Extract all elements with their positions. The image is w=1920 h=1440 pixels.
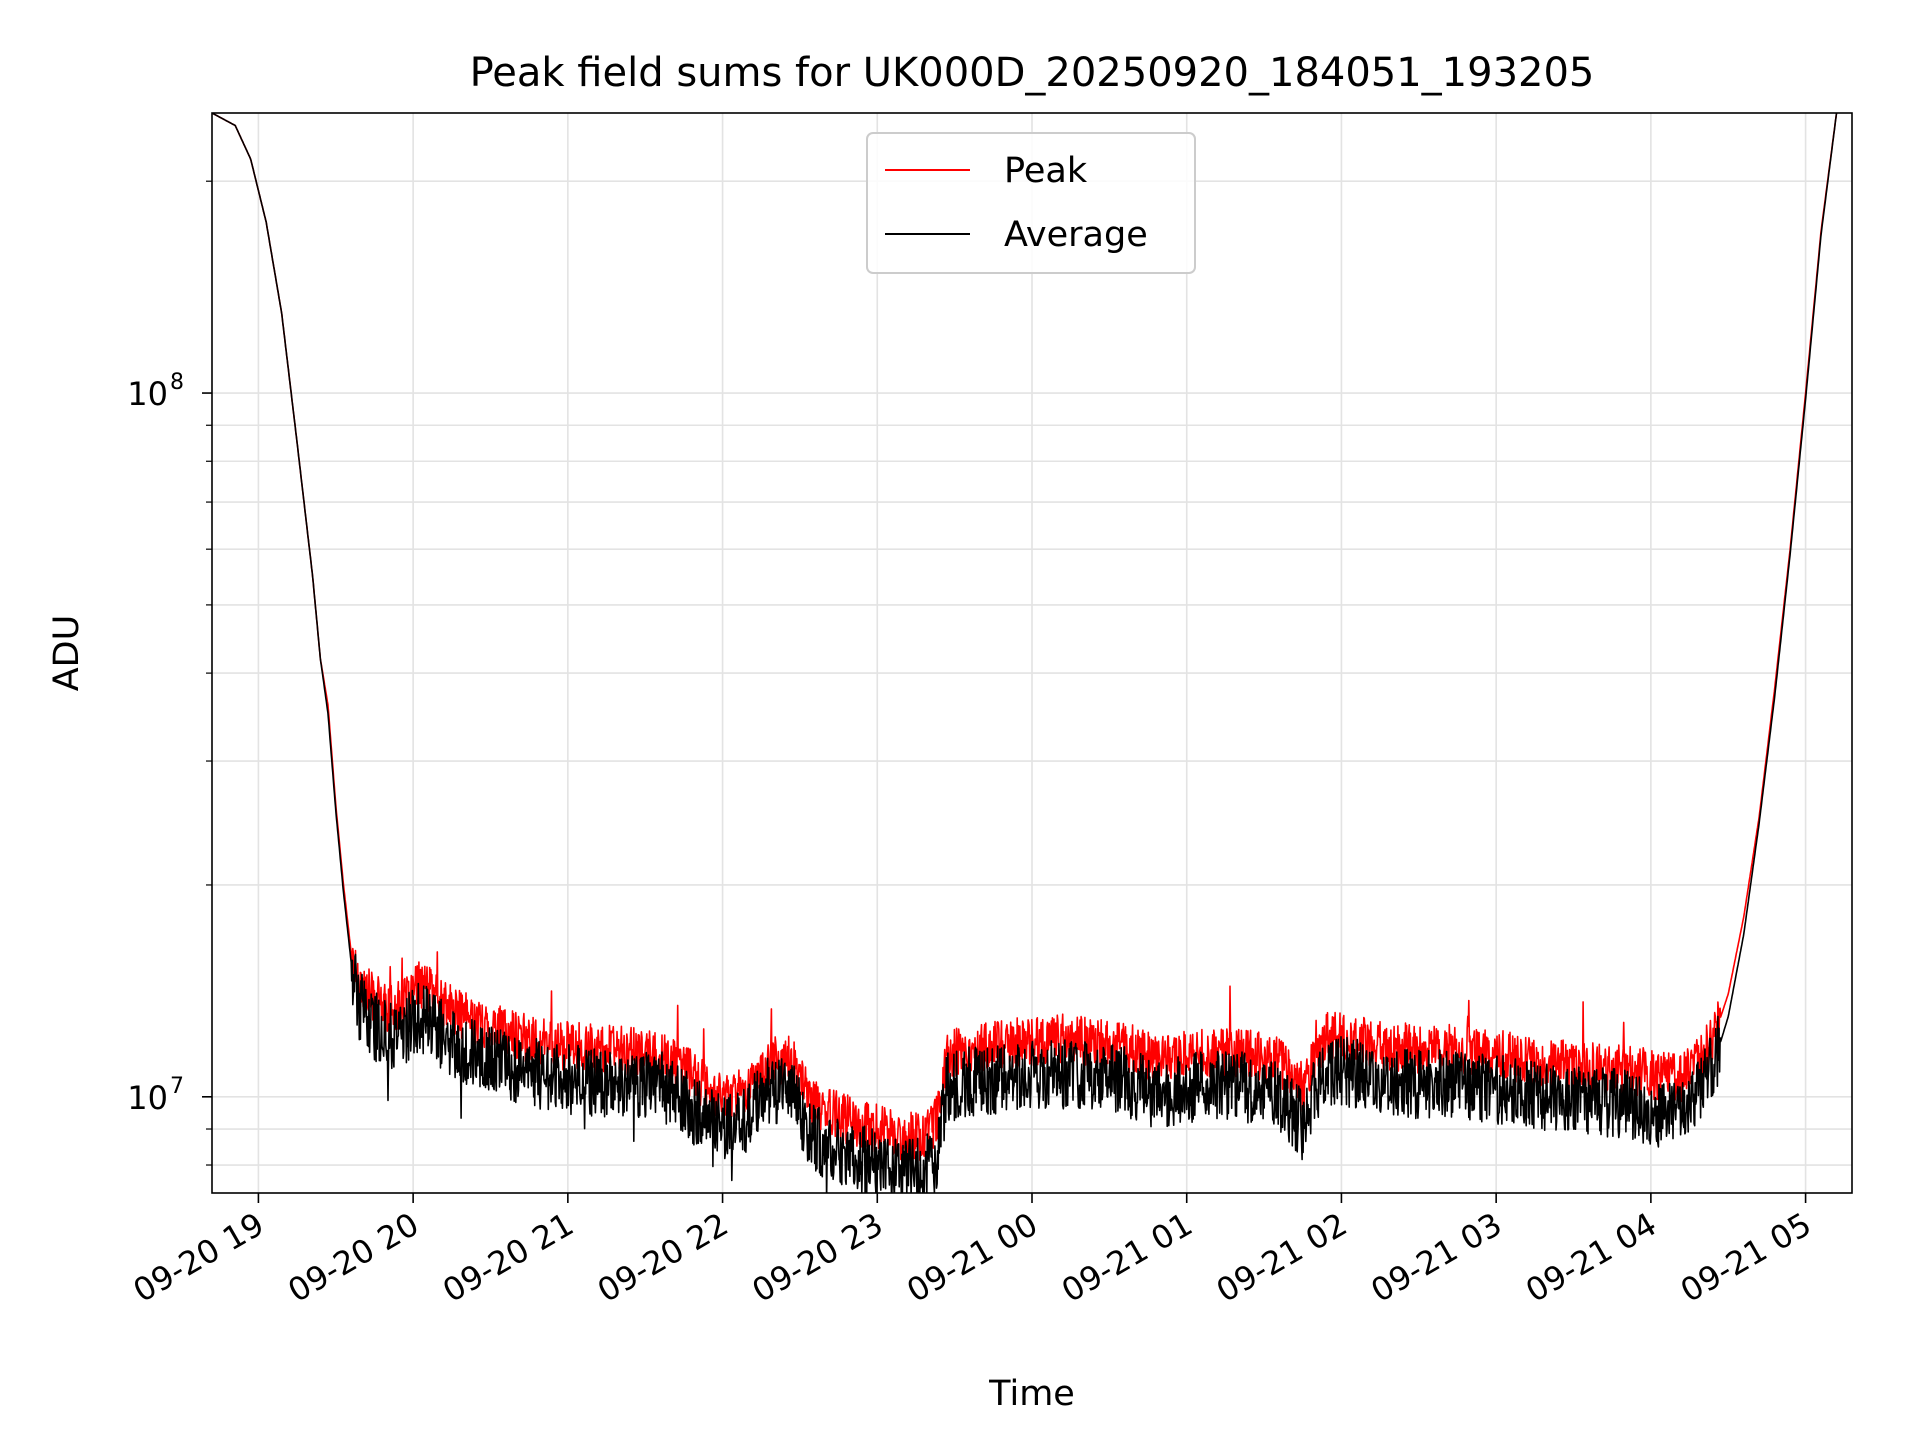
x-tick-label: 09-20 20 [282, 1205, 426, 1310]
x-tick-label: 09-21 03 [1365, 1205, 1509, 1310]
series-line-average [212, 113, 1838, 1193]
x-tick-label: 09-20 19 [127, 1205, 271, 1310]
x-tick-label: 09-21 05 [1674, 1205, 1818, 1310]
x-tick-label: 09-20 21 [436, 1205, 580, 1310]
y-tick-label-base: 10 [127, 375, 168, 413]
x-tick-label: 09-21 00 [900, 1205, 1044, 1310]
legend-peak-label: Peak [1004, 151, 1088, 191]
x-tick-label: 09-20 22 [591, 1205, 735, 1310]
x-tick-label: 09-20 23 [746, 1205, 890, 1310]
legend-box [866, 132, 1196, 274]
y-tick-label-exponent: 8 [170, 370, 184, 395]
series-layer [212, 113, 1838, 1193]
x-tick-label: 09-21 04 [1519, 1205, 1663, 1310]
x-axis: 09-20 19 09-20 20 09-20 21 09-20 22 09-20 23… [127, 1193, 1818, 1310]
y-axis-label: ADU [47, 615, 87, 692]
y-tick-label: 10 7 [127, 1074, 184, 1117]
chart-title: Peak field sums for UK000D_20250920_1840… [470, 50, 1595, 96]
y-tick-label-base: 10 [127, 1079, 168, 1117]
legend-average-label: Average [1004, 215, 1148, 255]
y-tick-label: 10 8 [127, 370, 184, 413]
legend: Peak Average [866, 132, 1196, 274]
y-tick-label-exponent: 7 [170, 1074, 184, 1099]
x-tick-label: 09-21 02 [1210, 1205, 1354, 1310]
x-tick-label: 09-21 01 [1055, 1205, 1199, 1310]
x-axis-label: Time [988, 1374, 1075, 1414]
